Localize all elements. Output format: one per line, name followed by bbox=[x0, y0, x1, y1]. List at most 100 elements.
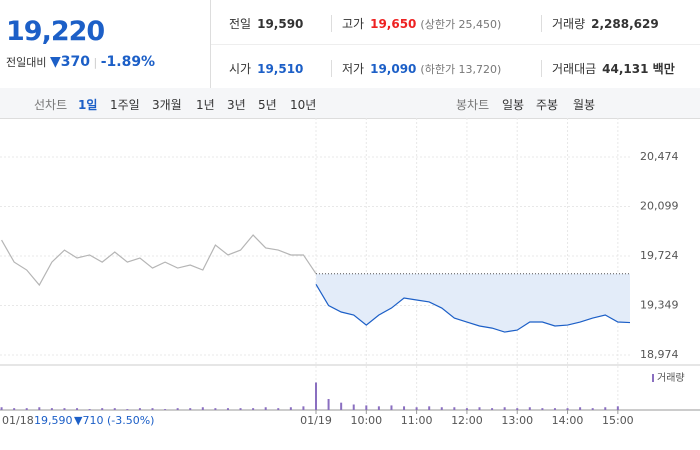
volume-bar bbox=[25, 408, 28, 410]
volume-bar bbox=[541, 408, 544, 410]
status-change: ▼710 (-3.50%) bbox=[74, 414, 154, 427]
tab[interactable]: 월봉 bbox=[573, 98, 596, 112]
volume-bar bbox=[201, 407, 204, 410]
price-line bbox=[1, 234, 317, 287]
volume-bar bbox=[50, 408, 53, 410]
volume-bar bbox=[315, 382, 317, 410]
change-label: 전일대비 bbox=[6, 56, 47, 69]
stat-value: 44,131 백만 bbox=[602, 62, 675, 76]
volume-bar bbox=[38, 407, 41, 410]
volume-bar bbox=[239, 408, 242, 410]
y-tick-label: 19,724 bbox=[640, 249, 679, 262]
volume-bar bbox=[528, 407, 531, 410]
stat-extra: (하한가 13,720) bbox=[420, 63, 502, 76]
tab[interactable]: 일봉 bbox=[502, 98, 525, 112]
stat: 전일 19,590 bbox=[229, 15, 303, 32]
volume-bar bbox=[13, 408, 16, 410]
volume-bar bbox=[189, 408, 192, 410]
status-date: 01/18 bbox=[2, 414, 34, 427]
stats-row: 시가 19,510 저가 19,090 (하한가 13,720) 거래대금 44,131 백… bbox=[211, 44, 700, 89]
y-tick-label: 18,974 bbox=[640, 348, 679, 361]
volume-bar bbox=[0, 407, 3, 410]
change: 전일대비 ▼370 | -1.89% bbox=[6, 54, 156, 70]
tab[interactable]: 주봉 bbox=[536, 98, 559, 112]
volume-bar bbox=[327, 399, 330, 410]
stat-label: 고가 bbox=[342, 17, 365, 31]
stat-extra: (상한가 25,450) bbox=[420, 18, 502, 31]
tab[interactable]: 1년 bbox=[196, 98, 215, 112]
x-tick-label: 14:00 bbox=[552, 414, 584, 427]
tab[interactable]: 1주일 bbox=[110, 98, 140, 112]
volume-bar bbox=[465, 408, 468, 410]
volume-bar bbox=[214, 408, 217, 410]
volume-bar bbox=[516, 408, 519, 410]
tab-group-label: 선차트 bbox=[34, 98, 68, 112]
stat-label: 시가 bbox=[229, 62, 252, 76]
volume-bar bbox=[478, 407, 481, 410]
stat: 거래대금 44,131 백만 bbox=[541, 60, 675, 77]
stat: 저가 19,090 (하한가 13,720) bbox=[331, 60, 501, 77]
stats: 전일 19,590 고가 19,650 (상한가 25,450) 거래량 2,288,629… bbox=[210, 0, 700, 88]
volume-bar bbox=[138, 408, 141, 410]
x-tick-label: 15:00 bbox=[602, 414, 634, 427]
change-amount: ▼370 bbox=[49, 54, 90, 70]
volume-bar bbox=[352, 404, 355, 410]
volume-bar bbox=[365, 405, 368, 410]
tab[interactable]: 10년 bbox=[290, 98, 317, 112]
volume-bar bbox=[226, 408, 229, 410]
y-tick-label: 20,099 bbox=[640, 200, 679, 213]
price: 19,220 bbox=[6, 16, 105, 47]
legend-swatch bbox=[652, 374, 654, 382]
volume-bar bbox=[377, 406, 380, 410]
quote-panel: 19,220 전일대비 ▼370 | -1.89% 전일 19,590 고가 19,6… bbox=[0, 0, 700, 89]
x-tick-label: 13:00 bbox=[501, 414, 533, 427]
stat-value: 19,650 bbox=[370, 17, 417, 31]
stat-value: 19,510 bbox=[257, 62, 304, 76]
tab[interactable]: 5년 bbox=[258, 98, 277, 112]
volume-bar bbox=[252, 408, 255, 410]
volume-bar bbox=[415, 407, 418, 410]
volume-bar bbox=[113, 408, 116, 410]
volume-bar bbox=[604, 407, 607, 410]
volume-bar bbox=[453, 407, 456, 410]
plot bbox=[1, 234, 630, 333]
x-tick-label: 10:00 bbox=[350, 414, 382, 427]
stat: 시가 19,510 bbox=[229, 60, 303, 77]
volume-bar bbox=[264, 407, 267, 410]
tab[interactable]: 1일 bbox=[78, 98, 98, 112]
volume-bar bbox=[302, 406, 305, 410]
volume-bar bbox=[579, 407, 582, 410]
volume-bar bbox=[566, 408, 569, 410]
volume-bar bbox=[403, 406, 406, 410]
volume-bar bbox=[553, 408, 556, 410]
volume-bar bbox=[63, 408, 66, 410]
volume-bar bbox=[289, 407, 292, 410]
stat-value: 19,090 bbox=[370, 62, 417, 76]
y-tick-label: 20,474 bbox=[640, 150, 679, 163]
tab[interactable]: 3년 bbox=[227, 98, 246, 112]
price-line bbox=[315, 283, 630, 333]
tab-group-label: 봉차트 bbox=[456, 98, 490, 112]
chart: 18,974 19,349 19,724 20,099 20,474 01/19 10:00… bbox=[0, 118, 700, 427]
x-tick-label: 11:00 bbox=[401, 414, 433, 427]
volume-bar bbox=[176, 408, 179, 410]
stat-value: 2,288,629 bbox=[591, 17, 659, 31]
stat: 고가 19,650 (상한가 25,450) bbox=[331, 15, 501, 32]
volume-bar bbox=[164, 409, 167, 410]
tab[interactable]: 3개월 bbox=[152, 98, 182, 112]
stat-label: 저가 bbox=[342, 62, 365, 76]
volume-bar bbox=[277, 408, 280, 410]
volume-bar bbox=[101, 408, 104, 410]
tab-bar: 선차트 1일 1주일 3개월 1년 3년 5년 10년 봉차트 일봉 주봉 월봉 bbox=[0, 88, 700, 119]
volume-bar bbox=[491, 408, 494, 410]
stat-label: 전일 bbox=[229, 17, 252, 31]
volume-bar bbox=[428, 406, 431, 410]
volume-bar bbox=[591, 408, 594, 410]
volume-bar bbox=[616, 406, 619, 410]
stat-value: 19,590 bbox=[257, 17, 304, 31]
volume-bar bbox=[88, 409, 91, 410]
volume-bar bbox=[503, 407, 506, 410]
stat-label: 거래대금 bbox=[552, 62, 597, 76]
status-close: 19,590 bbox=[34, 414, 73, 427]
